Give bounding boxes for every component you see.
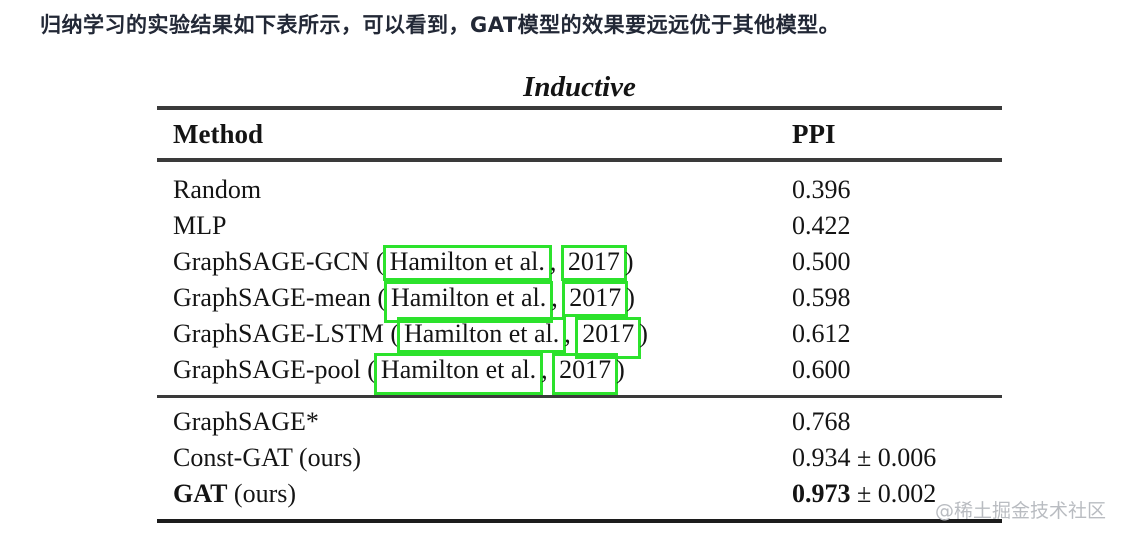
ppi-value-rest: ± 0.002 bbox=[850, 479, 937, 508]
column-header-method: Method bbox=[173, 118, 263, 149]
citation-box-year: 2017 bbox=[552, 353, 619, 395]
citation-box-author: Hamilton et al. bbox=[373, 353, 544, 395]
watermark: @稀土掘金技术社区 bbox=[935, 500, 1107, 522]
table-row: Random 0.396 bbox=[157, 172, 1002, 208]
table-row: GraphSAGE-GCN (Hamilton et al., 2017) 0.… bbox=[157, 244, 1002, 281]
citation-separator: , bbox=[541, 355, 555, 384]
ppi-value: 0.768 bbox=[792, 407, 851, 436]
method-cell: MLP bbox=[173, 211, 227, 240]
ppi-value-bold: 0.973 bbox=[792, 479, 851, 508]
ppi-value: 0.934 ± 0.006 bbox=[792, 443, 937, 472]
method-cell: GraphSAGE* bbox=[173, 407, 319, 436]
citation-box-year: 2017 bbox=[560, 245, 627, 281]
table-row: GraphSAGE-pool (Hamilton et al., 2017) 0… bbox=[157, 352, 1002, 395]
table-row: Const-GAT (ours) 0.934 ± 0.006 bbox=[157, 440, 1002, 476]
table-bottom-rule bbox=[157, 519, 1002, 523]
method-label-bold: GAT bbox=[173, 479, 228, 508]
method-label-suffix: ) bbox=[639, 319, 648, 348]
table-header-row: Method PPI bbox=[157, 110, 1002, 158]
table-row: GraphSAGE* 0.768 bbox=[157, 404, 1002, 440]
table-section-baselines: Random 0.396 MLP 0.422 GraphSAGE-GCN (Ha… bbox=[157, 162, 1002, 395]
citation-box-year: 2017 bbox=[562, 281, 629, 317]
ppi-value: 0.600 bbox=[792, 355, 851, 384]
results-table: Inductive Method PPI Random 0.396 MLP 0.… bbox=[157, 68, 1002, 523]
citation-box-author: Hamilton et al. bbox=[384, 281, 554, 323]
method-cell: GraphSAGE-GCN (Hamilton et al., 2017) bbox=[157, 244, 792, 281]
citation-separator: , bbox=[549, 247, 563, 276]
method-cell: GraphSAGE-pool (Hamilton et al., 2017) bbox=[157, 352, 792, 395]
citation-box-author: Hamilton et al. bbox=[397, 317, 567, 353]
method-label-suffix: ) bbox=[624, 247, 634, 276]
method-label: GraphSAGE-LSTM ( bbox=[173, 319, 400, 348]
table-mid-rule bbox=[157, 395, 1002, 398]
citation-box-author: Hamilton et al. bbox=[382, 245, 552, 281]
method-cell: GAT (ours) bbox=[157, 476, 792, 512]
table-header-rule bbox=[157, 158, 1002, 162]
table-top-rule bbox=[157, 106, 1002, 110]
ppi-value: 0.500 bbox=[792, 247, 851, 276]
table-row: MLP 0.422 bbox=[157, 208, 1002, 244]
table-section-gat: GraphSAGE* 0.768 Const-GAT (ours) 0.934 … bbox=[157, 398, 1002, 519]
method-cell: Random bbox=[173, 175, 262, 204]
method-label-suffix: ) bbox=[616, 355, 625, 384]
table-row: GraphSAGE-mean (Hamilton et al., 2017) 0… bbox=[157, 280, 1002, 323]
intro-text: 归纳学习的实验结果如下表所示，可以看到，GAT模型的效果要远远优于其他模型。 bbox=[40, 13, 841, 37]
ppi-value: 0.973 ± 0.002 bbox=[792, 476, 1002, 512]
column-header-ppi: PPI bbox=[792, 118, 836, 149]
table-title: Inductive bbox=[523, 71, 636, 103]
method-label: GraphSAGE-pool ( bbox=[173, 355, 376, 384]
citation-separator: , bbox=[551, 283, 565, 312]
table-row: GAT (ours) 0.973 ± 0.002 bbox=[157, 476, 1002, 512]
ppi-value: 0.612 bbox=[792, 319, 851, 348]
method-cell: Const-GAT (ours) bbox=[173, 443, 362, 472]
method-label-suffix: ) bbox=[626, 283, 635, 312]
ppi-value: 0.422 bbox=[792, 211, 851, 240]
ppi-value: 0.396 bbox=[792, 175, 851, 204]
table-row: GraphSAGE-LSTM (Hamilton et al., 2017) 0… bbox=[157, 316, 1002, 359]
method-label: GraphSAGE-mean ( bbox=[173, 283, 386, 312]
method-cell: GraphSAGE-LSTM (Hamilton et al., 2017) bbox=[157, 316, 792, 359]
method-label: (ours) bbox=[227, 479, 297, 508]
method-label: GraphSAGE-GCN ( bbox=[173, 247, 385, 276]
method-cell: GraphSAGE-mean (Hamilton et al., 2017) bbox=[157, 280, 792, 323]
citation-separator: , bbox=[564, 319, 578, 348]
citation-box-year: 2017 bbox=[575, 317, 642, 359]
ppi-value: 0.598 bbox=[792, 283, 851, 312]
